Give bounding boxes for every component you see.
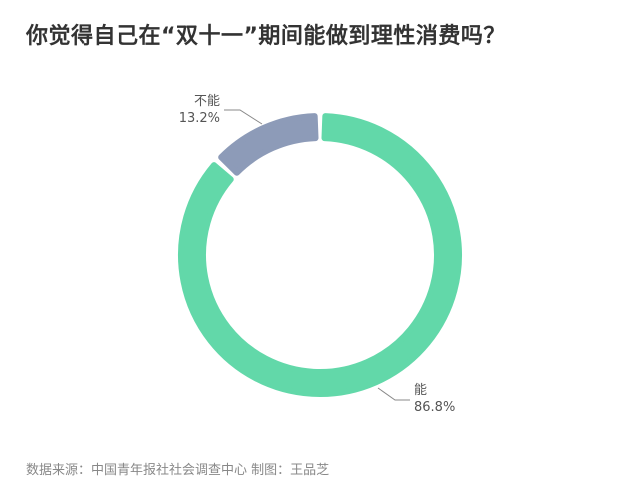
source-note: 数据来源：中国青年报社社会调查中心 制图：王品芝 [26, 463, 330, 478]
slice-label-1: 不能 [194, 94, 220, 109]
chart-title: 你觉得自己在“双十一”期间能做到理性消费吗？ [26, 24, 506, 49]
slice-0 [178, 113, 462, 397]
slice-value-0: 86.8% [414, 400, 455, 415]
slice-1 [218, 113, 319, 176]
leader-line-1 [224, 109, 263, 125]
slice-label-0: 能 [414, 383, 427, 398]
leader-line-0 [377, 387, 410, 401]
slice-value-1: 13.2% [179, 111, 220, 126]
